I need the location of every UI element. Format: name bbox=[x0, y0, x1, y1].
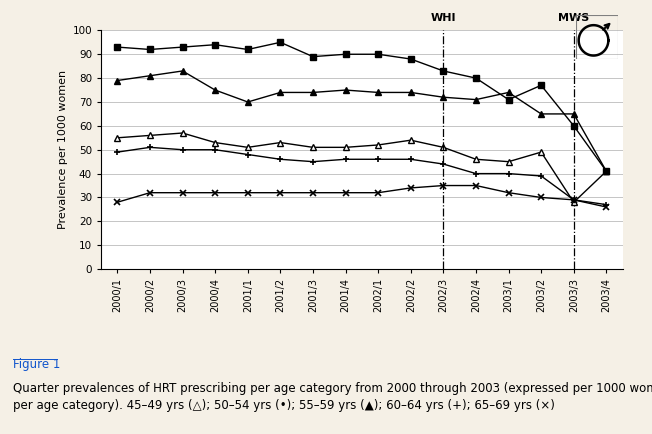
Text: MWS: MWS bbox=[558, 13, 589, 23]
Text: Figure 1: Figure 1 bbox=[13, 358, 61, 371]
Y-axis label: Prevalence per 1000 women: Prevalence per 1000 women bbox=[58, 70, 68, 229]
Text: Quarter prevalences of HRT prescribing per age category from 2000 through 2003 (: Quarter prevalences of HRT prescribing p… bbox=[13, 382, 652, 412]
Text: WHI: WHI bbox=[430, 13, 456, 23]
